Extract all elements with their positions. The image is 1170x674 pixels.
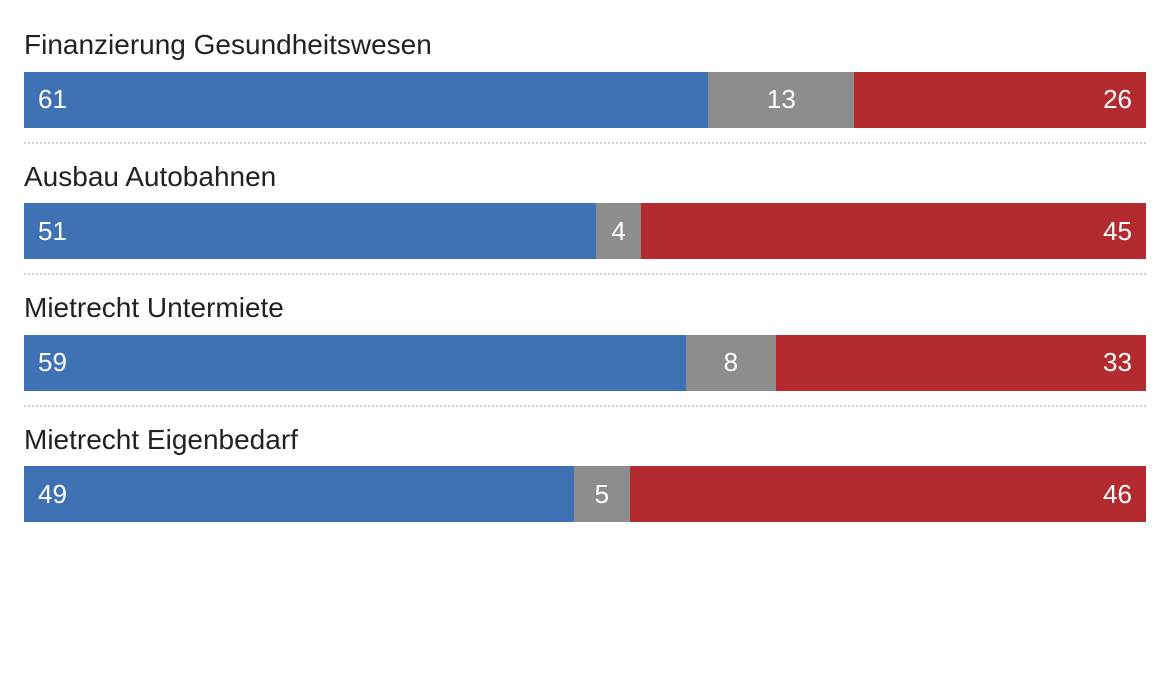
bar-segment-neutral: 5: [574, 466, 630, 522]
bar-segment-yes: 51: [24, 203, 596, 259]
row-label: Mietrecht Untermiete: [24, 291, 1146, 325]
bar-segment-value: 51: [38, 216, 67, 247]
bar-segment-value: 26: [1103, 84, 1132, 115]
bar-segment-value: 13: [767, 84, 796, 115]
chart-row: Mietrecht Eigenbedarf 49 5 46: [24, 423, 1146, 523]
bar-segment-neutral: 4: [596, 203, 641, 259]
bar-segment-neutral: 13: [708, 72, 854, 128]
stacked-bar: 51 4 45: [24, 203, 1146, 259]
row-divider: [24, 142, 1146, 144]
stacked-bar: 49 5 46: [24, 466, 1146, 522]
chart-row: Mietrecht Untermiete 59 8 33: [24, 291, 1146, 391]
row-label: Ausbau Autobahnen: [24, 160, 1146, 194]
bar-segment-value: 45: [1103, 216, 1132, 247]
row-divider: [24, 273, 1146, 275]
stacked-bar: 59 8 33: [24, 335, 1146, 391]
row-label: Mietrecht Eigenbedarf: [24, 423, 1146, 457]
bar-segment-yes: 59: [24, 335, 686, 391]
bar-segment-value: 59: [38, 347, 67, 378]
bar-segment-neutral: 8: [686, 335, 776, 391]
bar-segment-no: 46: [630, 466, 1146, 522]
bar-segment-value: 49: [38, 479, 67, 510]
bar-segment-no: 45: [641, 203, 1146, 259]
row-label: Finanzierung Gesundheitswesen: [24, 28, 1146, 62]
bar-segment-no: 26: [854, 72, 1146, 128]
chart-row: Ausbau Autobahnen 51 4 45: [24, 160, 1146, 260]
chart-row: Finanzierung Gesundheitswesen 61 13 26: [24, 28, 1146, 128]
bar-segment-value: 46: [1103, 479, 1132, 510]
bar-segment-value: 61: [38, 84, 67, 115]
poll-chart: Finanzierung Gesundheitswesen 61 13 26 Ausba…: [0, 0, 1170, 558]
row-divider: [24, 405, 1146, 407]
bar-segment-value: 33: [1103, 347, 1132, 378]
bar-segment-value: 8: [724, 347, 738, 378]
bar-segment-no: 33: [776, 335, 1146, 391]
bar-segment-value: 5: [595, 479, 609, 510]
bar-segment-yes: 61: [24, 72, 708, 128]
bar-segment-yes: 49: [24, 466, 574, 522]
bar-segment-value: 4: [611, 216, 625, 247]
stacked-bar: 61 13 26: [24, 72, 1146, 128]
